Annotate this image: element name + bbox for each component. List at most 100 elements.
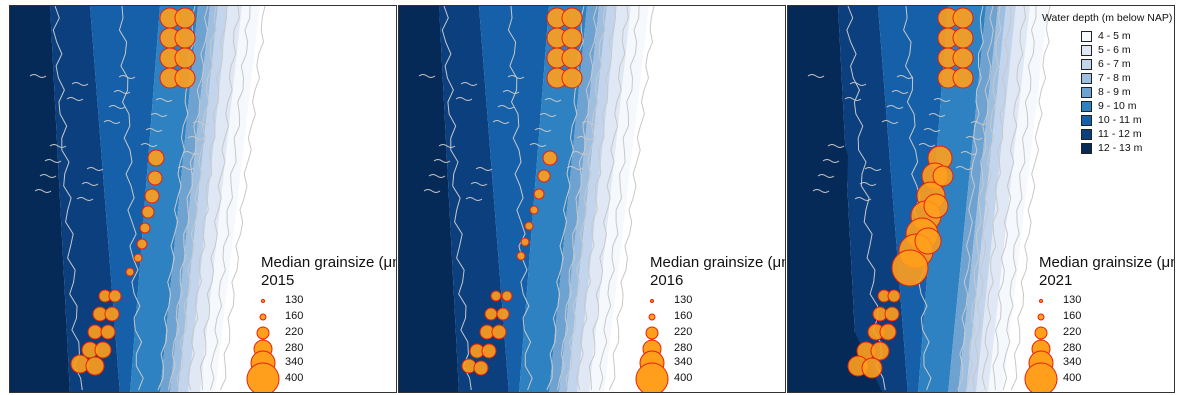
grainsize-legend-symbol: [1039, 299, 1043, 303]
grainsize-legend-value: 400: [285, 372, 304, 384]
water-depth-legend-item: 9 - 10 m: [1081, 100, 1137, 112]
bathymetry-squiggle: [534, 128, 552, 132]
bathymetry-squiggle: [76, 197, 94, 201]
grainsize-legend-value: 130: [1063, 294, 1082, 306]
bathymetry-squiggle: [933, 98, 951, 102]
depth-contour: [219, 6, 266, 391]
bathymetry-squiggle: [918, 143, 936, 147]
water-depth-legend-title: Water depth (m below NAP): [1042, 12, 1173, 24]
bathymetry-squiggle: [66, 97, 84, 101]
depth-band: [188, 6, 242, 392]
water-depth-legend-item: 12 - 13 m: [1081, 142, 1142, 154]
bathymetry-squiggle: [571, 151, 589, 155]
bathymetry-squiggle: [103, 120, 121, 124]
grainsize-marker: [147, 149, 165, 167]
depth-band: [577, 6, 631, 392]
water-depth-legend-item: 4 - 5 m: [1081, 30, 1131, 42]
grainsize-marker: [870, 341, 890, 361]
map-panel-2021: Median grainsize (μm) 2021 130 160 220 280 3…: [787, 5, 1175, 393]
grainsize-marker: [952, 27, 974, 49]
water-depth-label: 5 - 6 m: [1098, 44, 1131, 56]
grainsize-marker: [174, 27, 196, 49]
bathymetry-squiggle: [475, 167, 493, 171]
depth-band: [90, 6, 160, 392]
bathymetry-squiggle: [433, 159, 451, 163]
grainsize-legend-symbol: [1024, 362, 1058, 392]
bathymetry-squiggle: [822, 159, 840, 163]
grainsize-legend-symbol: [650, 299, 654, 303]
grainsize-legend-value: 130: [674, 294, 693, 306]
grainsize-legend-symbol: [635, 362, 669, 392]
bathymetry-squiggle: [886, 105, 904, 109]
depth-band: [200, 6, 260, 392]
water-depth-legend-item: 11 - 12 m: [1081, 128, 1142, 140]
water-depth-label: 9 - 10 m: [1098, 100, 1137, 112]
grainsize-legend-value: 220: [674, 326, 693, 338]
grainsize-marker: [537, 169, 551, 183]
depth-contour: [608, 6, 655, 391]
bathymetry-squiggle: [428, 174, 446, 178]
grainsize-marker: [932, 165, 954, 187]
bathymetry-squiggle: [502, 90, 520, 94]
grainsize-marker: [174, 7, 196, 29]
shallow-zone: [1003, 6, 1174, 392]
depth-band: [160, 6, 210, 392]
bathymetry-squiggle: [827, 144, 845, 148]
depth-band: [948, 6, 998, 392]
bathymetry-squiggle: [182, 151, 200, 155]
shallow-zone: [604, 6, 785, 392]
water-depth-swatch: [1081, 128, 1092, 140]
grainsize-marker: [147, 170, 163, 186]
water-depth-legend-item: 10 - 11 m: [1081, 114, 1142, 126]
grainsize-marker: [496, 307, 510, 321]
depth-band: [589, 6, 649, 392]
bathymetry-squiggle: [470, 182, 488, 186]
grainsize-marker: [891, 249, 929, 287]
depth-contour: [209, 6, 251, 391]
grainsize-marker: [481, 343, 497, 359]
bathymetry-squiggle: [812, 189, 830, 193]
depth-band: [479, 6, 549, 392]
grainsize-legend-value: 280: [285, 342, 304, 354]
depth-contour: [52, 6, 83, 391]
grainsize-marker: [561, 47, 583, 69]
grainsize-legend-symbol: [645, 326, 659, 340]
grainsize-marker: [133, 253, 143, 263]
water-depth-legend-item: 5 - 6 m: [1081, 44, 1131, 56]
bathymetry-squiggle: [438, 144, 456, 148]
grainsize-marker: [561, 67, 583, 89]
bathymetry-squiggle: [39, 174, 57, 178]
grainsize-legend-value: 400: [1063, 372, 1082, 384]
water-depth-swatch: [1081, 142, 1092, 154]
deep-zone: [10, 6, 70, 392]
bathymetry-squiggle: [960, 151, 978, 155]
grainsize-marker: [542, 150, 558, 166]
grainsize-legend-symbol: [1037, 313, 1045, 321]
bathymetry-squiggle: [455, 97, 473, 101]
grainsize-legend-value: 280: [1063, 342, 1082, 354]
water-depth-label: 12 - 13 m: [1098, 142, 1143, 154]
bathymetry-squiggle: [854, 197, 872, 201]
depth-band: [958, 6, 1006, 392]
bathymetry-squiggle: [418, 74, 436, 78]
grainsize-legend-symbol: [261, 299, 265, 303]
bathymetry-squiggle: [460, 82, 478, 86]
grainsize-legend-symbol: [1034, 326, 1048, 340]
bathymetry-squiggle: [844, 97, 862, 101]
bathymetry-squiggle: [86, 167, 104, 171]
water-depth-swatch: [1081, 114, 1092, 126]
depth-contour: [176, 6, 217, 391]
bathymetry-squiggle: [539, 113, 557, 117]
water-depth-label: 4 - 5 m: [1098, 30, 1131, 42]
grainsize-marker: [879, 323, 897, 341]
water-depth-label: 10 - 11 m: [1098, 114, 1142, 126]
depth-contour: [1010, 6, 1051, 391]
water-depth-label: 11 - 12 m: [1098, 128, 1142, 140]
bathymetry-squiggle: [955, 166, 973, 170]
depth-band: [966, 6, 1016, 392]
bathymetry-squiggle: [864, 167, 882, 171]
depth-contour: [972, 6, 1002, 391]
depth-contour: [992, 6, 1027, 391]
grainsize-marker: [533, 188, 545, 200]
grainsize-marker: [104, 306, 120, 322]
